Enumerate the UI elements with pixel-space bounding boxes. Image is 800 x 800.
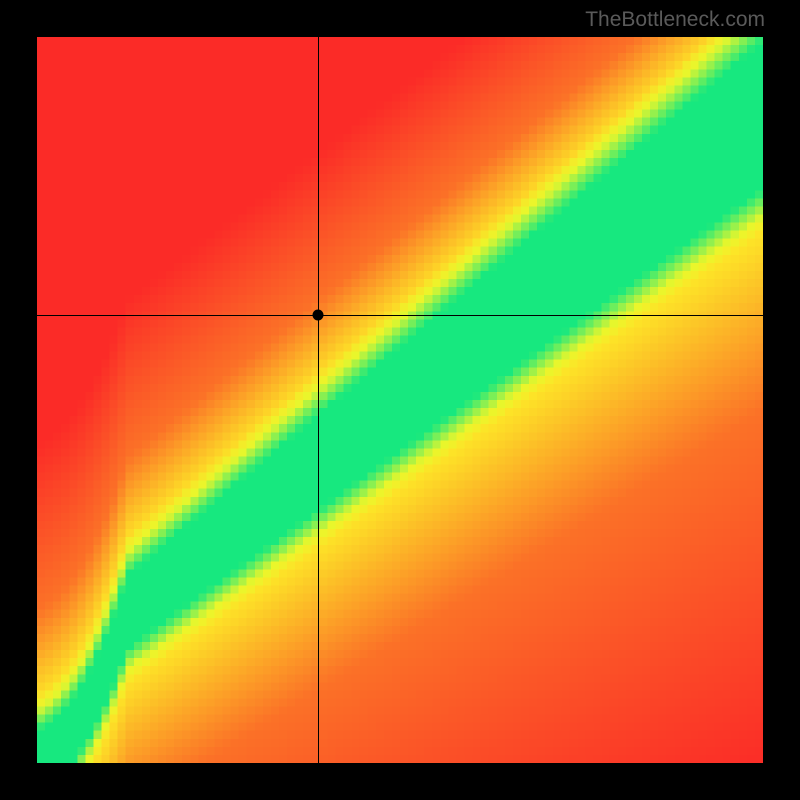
heatmap-plot bbox=[37, 37, 763, 763]
heatmap-canvas bbox=[37, 37, 763, 763]
watermark-text: TheBottleneck.com bbox=[585, 8, 765, 32]
crosshair-horizontal bbox=[37, 315, 763, 316]
crosshair-marker bbox=[313, 310, 324, 321]
crosshair-vertical bbox=[318, 37, 319, 763]
